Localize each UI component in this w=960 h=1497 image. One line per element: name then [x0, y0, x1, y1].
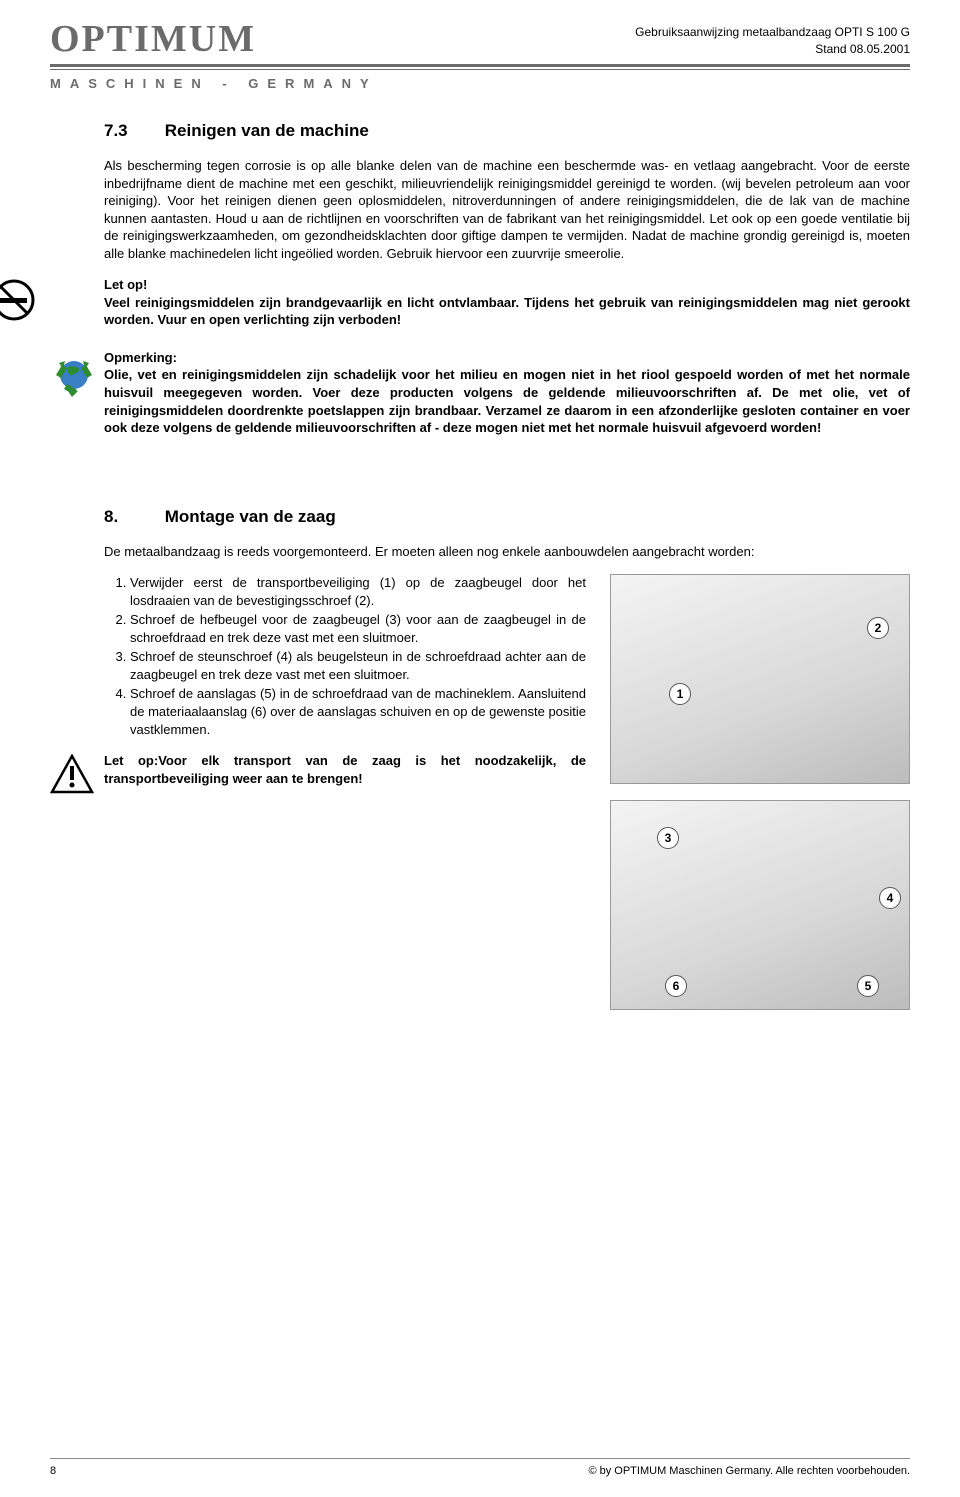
opmerking-block: Opmerking: Olie, vet en reinigingsmiddel…	[104, 349, 910, 437]
step-2: Schroef de hefbeugel voor de zaagbeugel …	[130, 611, 586, 646]
mounting-steps: Verwijder eerst de transportbeveiliging …	[104, 574, 586, 738]
callout-3: 3	[657, 827, 679, 849]
opmerking-icon	[50, 349, 104, 399]
callout-5: 5	[857, 975, 879, 997]
page-header: OPTIMUM Gebruiksaanwijzing metaalbandzaa…	[50, 20, 910, 58]
header-meta: Gebruiksaanwijzing metaalbandzaag OPTI S…	[635, 20, 910, 58]
opmerking-body: Olie, vet en reinigingsmiddelen zijn sch…	[104, 366, 910, 436]
no-smoking-icon	[0, 278, 36, 322]
step-1: Verwijder eerst de transportbeveiliging …	[130, 574, 586, 609]
page-footer: 8 © by OPTIMUM Maschinen Germany. Alle r…	[50, 1458, 910, 1477]
callout-4: 4	[879, 887, 901, 909]
assembly-photo-1: 1 2	[610, 574, 910, 784]
assembly-photo-2: 3 4 5 6	[610, 800, 910, 1010]
letop-heading: Let op!	[104, 276, 910, 294]
letop-body: Veel reinigingsmiddelen zijn brandgevaar…	[104, 294, 910, 329]
warning-triangle-icon	[50, 754, 94, 794]
step-3: Schroef de steunschroef (4) als beugelst…	[130, 648, 586, 683]
transport-warning-icon	[50, 752, 104, 794]
section-8-heading: 8. Montage van de zaag	[104, 507, 910, 527]
section-number: 8.	[104, 507, 160, 527]
brand-block: OPTIMUM	[50, 20, 256, 58]
transport-warning: Let op:Voor elk transport van de zaag is…	[104, 752, 586, 794]
callout-2: 2	[867, 617, 889, 639]
doc-date: Stand 08.05.2001	[635, 41, 910, 58]
step-4: Schroef de aanslagas (5) in de schroefdr…	[130, 685, 586, 738]
brand-subline: MASCHINEN - GERMANY	[50, 76, 910, 91]
section-8-intro: De metaalbandzaag is reeds voorgemonteer…	[104, 543, 910, 561]
section-title: Montage van de zaag	[165, 507, 336, 526]
letop-icons	[0, 276, 50, 322]
header-rule-thick	[50, 64, 910, 67]
doc-title: Gebruiksaanwijzing metaalbandzaag OPTI S…	[635, 24, 910, 41]
letop-block: Let op! Veel reinigingsmiddelen zijn bra…	[104, 276, 910, 329]
section-8-body: Verwijder eerst de transportbeveiliging …	[104, 574, 910, 1010]
recycle-globe-icon	[50, 351, 98, 399]
page-number: 8	[50, 1465, 56, 1477]
callout-6: 6	[665, 975, 687, 997]
section-7-3-heading: 7.3 Reinigen van de machine	[104, 121, 910, 141]
callout-1: 1	[669, 683, 691, 705]
transport-note-body: Voor elk transport van de zaag is het no…	[104, 753, 586, 786]
section-title: Reinigen van de machine	[165, 121, 369, 140]
transport-note-lead: Let op:	[104, 753, 158, 768]
section-number: 7.3	[104, 121, 160, 141]
brand-wordmark: OPTIMUM	[50, 20, 256, 58]
header-rule-thin	[50, 69, 910, 70]
section-7-3-body: Als bescherming tegen corrosie is op all…	[104, 157, 910, 262]
opmerking-heading: Opmerking:	[104, 349, 910, 367]
footer-copyright: © by OPTIMUM Maschinen Germany. Alle rec…	[588, 1465, 910, 1477]
